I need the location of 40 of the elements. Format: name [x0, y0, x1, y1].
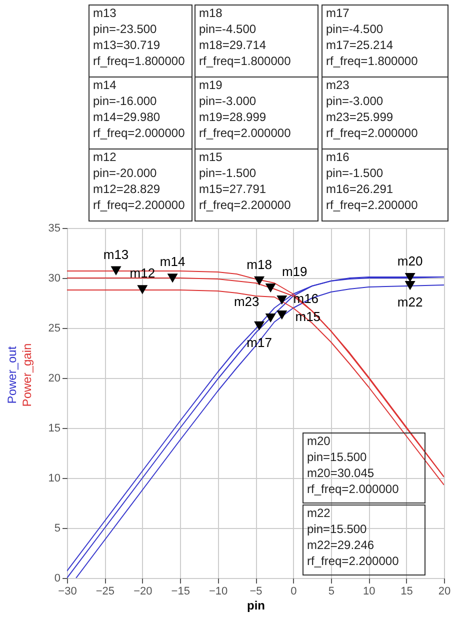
text: m18 pin=-4.500 m18=29.714 rf_freq=1.800000	[199, 6, 292, 68]
text: m23 pin=-3.000 m23=25.999 rf_freq=2.000000	[326, 78, 418, 140]
x-tick-label: 10	[362, 586, 376, 598]
x-tick-label: −10	[208, 586, 228, 598]
x-tick-label: −15	[171, 586, 190, 598]
annotation: m20 pin=15.500 m20=30.045 rf_freq=2.000000	[307, 434, 400, 496]
text: m17 pin=-4.500 m17=25.214 rf_freq=1.800000	[326, 6, 418, 68]
y-tick-label: 10	[48, 472, 60, 484]
y-tick-label: 15	[48, 422, 60, 434]
y-tick-label: 25	[48, 322, 60, 334]
x-tick-label: −30	[58, 586, 77, 598]
y-tick-label: 0	[54, 572, 60, 584]
annotation: m22 pin=15.500 m22=29.246 rf_freq=2.200000	[307, 506, 400, 568]
annotation: m13	[103, 246, 129, 262]
annotation: m14	[160, 254, 186, 270]
x-tick-label: −25	[96, 586, 115, 598]
x-axis-title: pin	[247, 598, 265, 612]
text: m13 pin=-23.500 m13=30.719 rf_freq=1.800000	[93, 6, 186, 68]
x-tick-label: −5	[250, 586, 262, 598]
x-tick-label: 0	[290, 586, 297, 598]
annotation: m20	[397, 254, 423, 269]
annotation: m19	[282, 264, 308, 280]
text: m14 pin=-16.000 m14=29.980 rf_freq=2.000000	[93, 78, 186, 140]
y-tick-label: 30	[48, 272, 60, 284]
text: m12 pin=-20.000 m12=28.829 rf_freq=2.200000	[93, 150, 186, 212]
text: Power_out	[5, 346, 19, 404]
annotation: m18	[246, 256, 272, 272]
y-tick-label: 20	[48, 372, 60, 384]
x-tick-label: 20	[438, 586, 451, 598]
y-tick-label: 5	[54, 522, 60, 534]
annotation: m23	[234, 294, 260, 310]
text: m15 pin=-1.500 m15=27.791 rf_freq=2.200000	[199, 150, 292, 212]
text: m19 pin=-3.000 m19=28.999 rf_freq=2.000000	[199, 78, 292, 140]
text: m16 pin=-1.500 m16=26.291 rf_freq=2.200000	[326, 150, 418, 212]
y-tick-label: 35	[48, 222, 60, 234]
annotation: m22	[397, 294, 423, 310]
text: Power_gain	[20, 343, 34, 407]
x-tick-label: −20	[134, 586, 152, 598]
x-tick-label: 15	[400, 586, 413, 598]
x-tick-label: 5	[328, 586, 334, 598]
